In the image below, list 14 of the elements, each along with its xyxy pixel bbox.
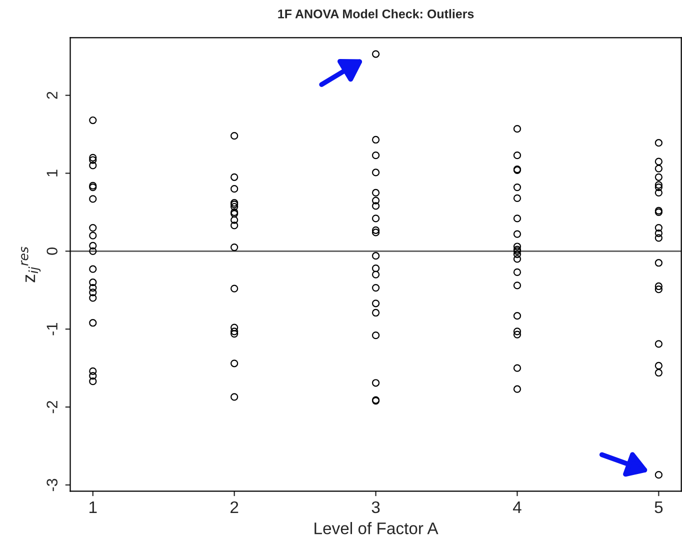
y-tick-label: 1 <box>46 170 58 176</box>
chart-title: 1F ANOVA Model Check: Outliers <box>278 9 474 18</box>
y-tick-label: 2 <box>46 92 58 99</box>
x-tick-label: 1 <box>90 502 97 513</box>
y-tick-label: -2 <box>46 401 58 414</box>
y-axis-title: z$_{ij}$$^{res}$ <box>21 246 41 282</box>
x-tick-label: 5 <box>654 502 663 514</box>
x-axis-title: Level of Factor A <box>314 522 438 534</box>
y-tick-label: -3 <box>46 478 58 492</box>
y-tick-label: 0 <box>46 248 58 255</box>
x-tick-label: 3 <box>372 501 380 514</box>
x-tick-label: 4 <box>512 502 522 513</box>
y-tick-label: -1 <box>46 323 58 336</box>
x-tick-label: 2 <box>230 501 238 513</box>
